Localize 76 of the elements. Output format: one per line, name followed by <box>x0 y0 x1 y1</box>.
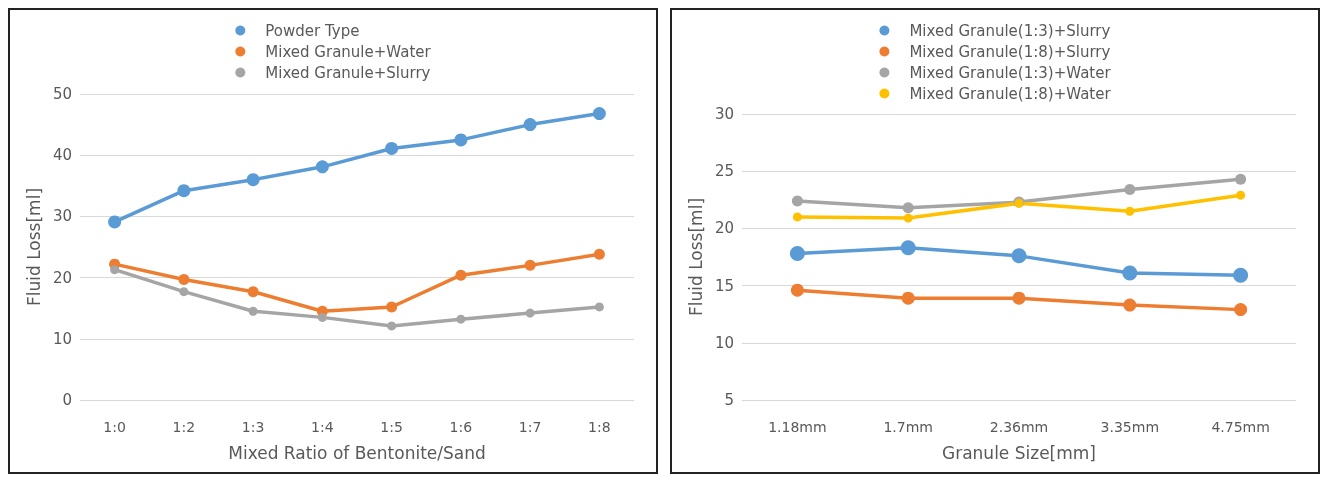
point <box>1123 298 1137 312</box>
point <box>1122 265 1138 281</box>
y-tick-label: 10 <box>714 333 734 352</box>
point <box>315 160 329 174</box>
x-tick-label: 1:3 <box>241 419 265 435</box>
x-tick-label: 2.36mm <box>989 419 1049 435</box>
point <box>1012 291 1026 305</box>
legend-label: Mixed Granule(1:3)+Water <box>909 63 1112 82</box>
y-tick-label: 10 <box>52 329 72 348</box>
x-tick-label: 1.7mm <box>883 419 933 435</box>
x-tick-label: 3.35mm <box>1100 419 1160 435</box>
point <box>902 202 914 214</box>
point <box>792 212 802 222</box>
point <box>1124 184 1136 195</box>
point <box>790 283 804 297</box>
point <box>110 265 120 275</box>
point <box>592 107 606 121</box>
y-tick-label: 0 <box>62 391 72 409</box>
y-axis-title: Fluid Loss[ml] <box>23 187 44 307</box>
legend-label: Mixed Granule+Slurry <box>265 63 431 82</box>
legend-label: Mixed Granule(1:8)+Water <box>909 84 1112 103</box>
point <box>1233 267 1249 283</box>
point <box>594 302 604 312</box>
point <box>454 133 468 147</box>
point <box>1125 206 1135 216</box>
x-tick-label: 1:0 <box>103 419 126 435</box>
point <box>900 240 916 256</box>
legend-label: Mixed Granule(1:8)+Slurry <box>909 42 1111 61</box>
x-tick-label: 1:4 <box>311 419 334 435</box>
point <box>246 173 260 187</box>
x-tick-label: 1:5 <box>380 419 403 435</box>
point <box>1011 248 1027 264</box>
x-tick-label: 1:7 <box>518 419 542 435</box>
legend-label: Mixed Granule+Water <box>265 42 432 61</box>
legend-label: Mixed Granule(1:3)+Slurry <box>909 21 1111 40</box>
point <box>524 259 536 271</box>
point <box>789 246 805 262</box>
point <box>525 308 535 318</box>
y-tick-label: 40 <box>52 146 72 165</box>
point <box>248 306 258 316</box>
y-tick-label: 25 <box>714 162 734 181</box>
x-tick-label: 1:8 <box>588 419 611 435</box>
point <box>247 286 259 298</box>
point <box>179 287 189 297</box>
point <box>901 291 915 305</box>
point <box>1236 190 1246 200</box>
x-tick-label: 1:6 <box>449 419 473 435</box>
point <box>455 269 467 281</box>
y-axis-title: Fluid Loss[ml] <box>685 197 706 317</box>
x-axis-title: Granule Size[mm] <box>942 442 1096 463</box>
point <box>1234 303 1248 317</box>
y-tick-label: 50 <box>52 85 72 103</box>
point <box>386 301 398 313</box>
y-tick-label: 30 <box>52 207 72 226</box>
x-tick-label: 4.75mm <box>1211 419 1270 435</box>
point <box>456 314 466 324</box>
x-tick-label: 1.18mm <box>768 419 827 435</box>
point <box>903 213 913 223</box>
point <box>523 118 537 132</box>
point <box>108 215 122 229</box>
y-tick-label: 20 <box>714 219 734 238</box>
y-tick-label: 15 <box>714 276 734 295</box>
point <box>593 248 605 260</box>
y-tick-label: 30 <box>714 105 734 123</box>
point <box>791 195 803 207</box>
point <box>387 321 397 331</box>
y-tick-label: 5 <box>724 391 734 409</box>
point <box>1235 173 1247 185</box>
y-tick-label: 20 <box>52 268 72 287</box>
x-tick-label: 1:2 <box>172 419 196 435</box>
legend-label: Powder Type <box>265 21 360 40</box>
point <box>178 273 190 285</box>
point <box>317 312 327 322</box>
point <box>385 141 399 155</box>
x-axis-title: Mixed Ratio of Bentonite/Sand <box>228 442 486 463</box>
point <box>177 184 191 198</box>
